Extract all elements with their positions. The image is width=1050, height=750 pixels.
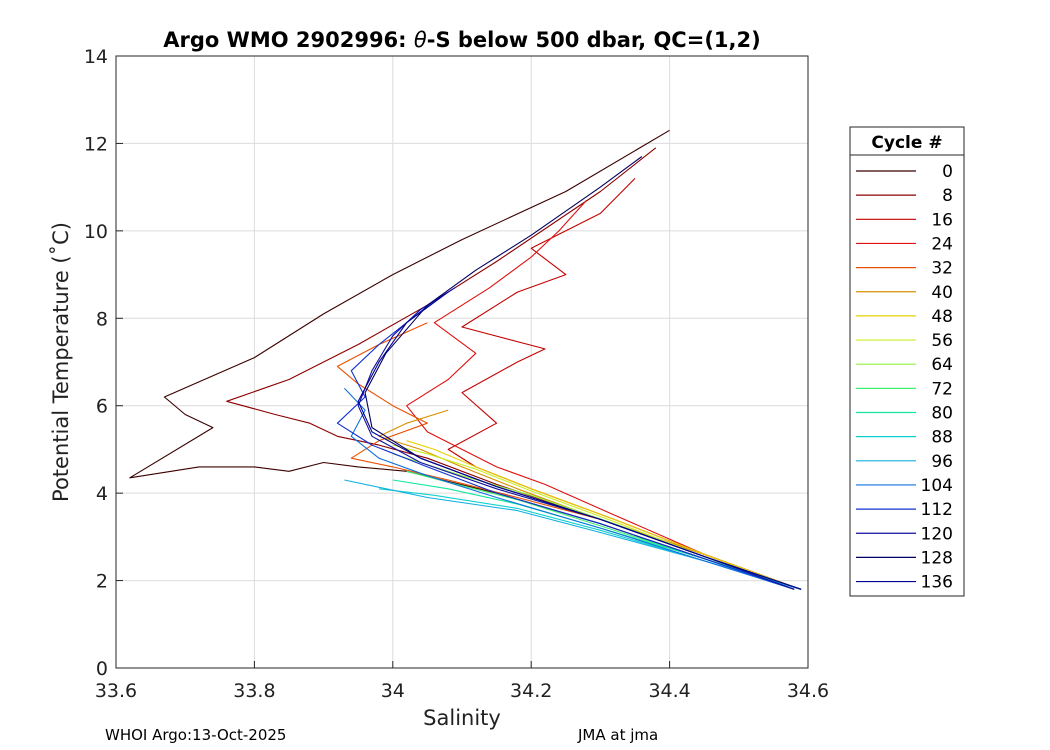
y-tick-label: 8 <box>96 308 108 330</box>
legend-label: 24 <box>931 234 953 254</box>
series-line-cycle-104 <box>344 387 795 590</box>
legend-label: 16 <box>931 210 953 230</box>
legend-label: 0 <box>942 162 953 182</box>
legend-label: 32 <box>931 259 953 279</box>
legend-label: 48 <box>931 307 953 327</box>
legend-title: Cycle # <box>871 133 942 153</box>
plot-frame <box>115 55 809 669</box>
y-tick-label: 2 <box>96 571 108 593</box>
series-layer <box>129 129 802 590</box>
series-line-cycle-0 <box>129 129 802 590</box>
legend-label: 56 <box>931 331 953 351</box>
legend-label: 136 <box>921 573 953 593</box>
footer-right: JMA at jma <box>577 726 658 744</box>
y-axis-label: Potential Temperature (˚C) <box>49 222 73 502</box>
y-tick-label: 0 <box>96 658 108 680</box>
legend-label: 88 <box>931 428 953 448</box>
series-line-cycle-112 <box>336 300 795 590</box>
series-line-cycle-24 <box>406 199 795 588</box>
x-axis: 33.6 33.8 34 34.2 34.4 34.6 <box>95 661 829 702</box>
legend-label: 72 <box>931 379 953 399</box>
legend-box <box>849 126 965 597</box>
legend: Cycle # 0 8 16 24 32 40 48 56 64 72 80 88 96 104 112 12… <box>849 126 965 597</box>
y-tick-label: 14 <box>84 46 108 68</box>
series-line-cycle-8 <box>226 147 795 588</box>
x-tick-label: 33.8 <box>233 680 275 702</box>
y-tick-label: 4 <box>96 483 108 505</box>
legend-label: 128 <box>921 548 953 568</box>
legend-label: 96 <box>931 452 953 472</box>
x-tick-label: 34.4 <box>648 680 690 702</box>
y-axis: 0 2 4 6 8 10 12 14 <box>84 46 123 680</box>
legend-label: 40 <box>931 283 953 303</box>
legend-label: 64 <box>931 355 953 375</box>
legend-label: 80 <box>931 404 953 424</box>
chart-title: Argo WMO 2902996: θ-S below 500 dbar, QC… <box>163 28 760 52</box>
x-axis-label: Salinity <box>423 706 501 730</box>
x-tick-label: 34.2 <box>510 680 552 702</box>
x-tick-label: 34.6 <box>787 680 829 702</box>
legend-label: 8 <box>942 186 953 206</box>
plot-area <box>116 56 808 668</box>
y-tick-label: 10 <box>84 221 108 243</box>
series-line-cycle-48 <box>406 440 795 588</box>
series-line-cycle-136 <box>357 291 802 590</box>
y-tick-label: 6 <box>96 396 108 418</box>
x-tick-label: 33.6 <box>95 680 137 702</box>
legend-label: 112 <box>921 500 953 520</box>
y-tick-label: 12 <box>84 133 108 155</box>
x-tick-label: 34 <box>381 680 405 702</box>
footer-left: WHOI Argo:13-Oct-2025 <box>105 726 286 744</box>
legend-label: 120 <box>921 524 953 544</box>
legend-entries: 0 8 16 24 32 40 48 56 64 72 80 88 96 104 112 120 128 136 <box>856 162 953 593</box>
legend-label: 104 <box>921 476 953 496</box>
